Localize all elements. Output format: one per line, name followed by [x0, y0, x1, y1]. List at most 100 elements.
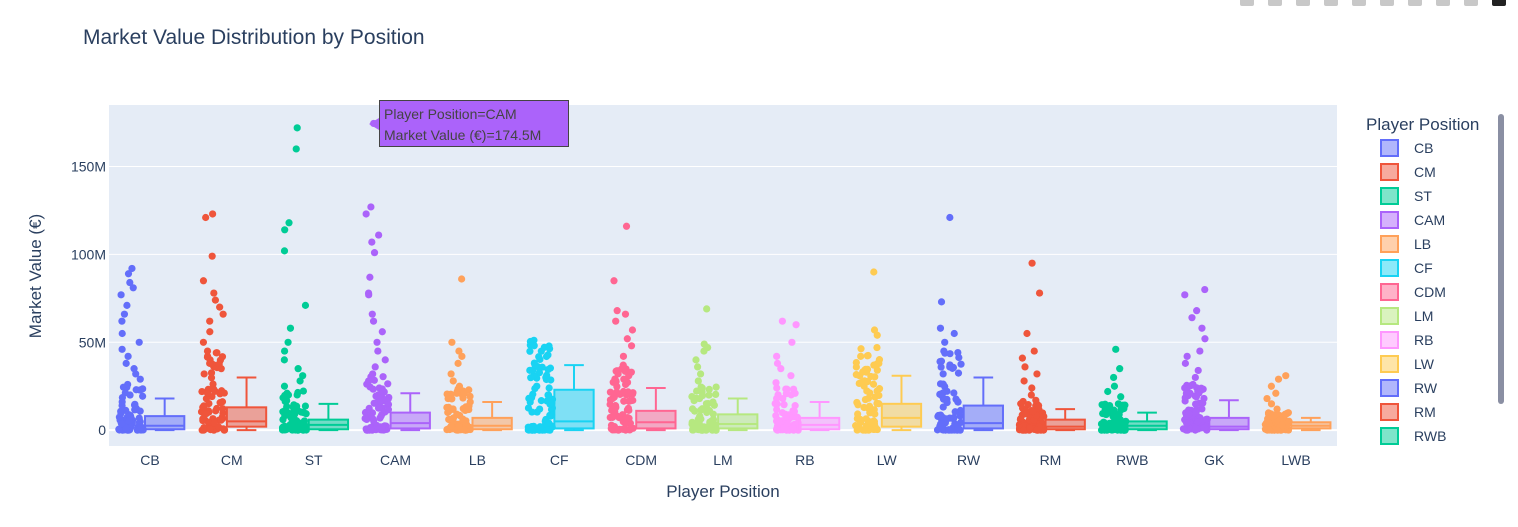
data-point	[542, 352, 551, 361]
data-point	[115, 425, 123, 433]
legend-item-rw[interactable]: RW	[1380, 379, 1438, 397]
data-point	[623, 335, 631, 343]
data-point	[368, 310, 376, 318]
data-point	[117, 420, 126, 428]
data-point	[791, 402, 799, 410]
data-point	[459, 405, 467, 413]
data-point	[365, 377, 373, 385]
data-point	[465, 386, 473, 394]
data-point	[852, 371, 860, 379]
data-point	[1272, 389, 1280, 397]
data-point	[612, 377, 620, 386]
box-body	[1044, 418, 1086, 431]
autoscale-icon[interactable]	[1436, 0, 1450, 6]
legend-item-cm[interactable]: CM	[1380, 163, 1436, 181]
data-point	[216, 399, 224, 407]
legend-item-rm[interactable]: RM	[1380, 403, 1436, 421]
zoom-in-icon[interactable]	[1380, 0, 1394, 6]
data-point	[945, 426, 953, 434]
data-point	[1195, 387, 1204, 396]
data-point	[1281, 410, 1289, 418]
data-point	[204, 418, 213, 426]
chart-marks[interactable]	[115, 119, 1332, 434]
legend-item-lb[interactable]: LB	[1380, 235, 1431, 253]
data-point	[537, 347, 545, 355]
legend-item-rb[interactable]: RB	[1380, 331, 1433, 349]
lasso-select-icon[interactable]	[1352, 0, 1366, 6]
data-point	[688, 405, 697, 413]
pan-icon[interactable]	[1296, 0, 1310, 6]
reset-axes-icon[interactable]	[1464, 0, 1478, 6]
data-point	[447, 370, 455, 378]
data-point	[1277, 416, 1285, 424]
data-point	[135, 414, 143, 422]
data-point	[458, 275, 466, 283]
data-point	[124, 270, 133, 278]
legend-item-lm[interactable]: LM	[1380, 307, 1433, 325]
legend-item-cam[interactable]: CAM	[1380, 211, 1445, 229]
data-point	[704, 422, 712, 431]
legend-item-cb[interactable]: CB	[1380, 139, 1433, 157]
data-point	[870, 361, 878, 369]
data-point	[544, 365, 552, 374]
data-point	[206, 425, 214, 433]
legend-item-rwb[interactable]: RWB	[1380, 427, 1446, 445]
data-point	[217, 416, 225, 424]
data-point	[283, 389, 291, 397]
data-point	[870, 417, 878, 425]
data-point	[615, 414, 623, 422]
data-point	[627, 368, 635, 376]
data-point	[854, 401, 862, 409]
x-tick-label: RW	[957, 452, 981, 468]
data-point	[280, 247, 289, 255]
y-tick-label: 100M	[71, 246, 106, 262]
legend-scrollbar[interactable]	[1498, 114, 1504, 404]
data-point	[466, 398, 474, 406]
data-point	[216, 303, 224, 311]
box-body	[962, 404, 1004, 430]
data-point	[374, 404, 383, 412]
data-point	[787, 372, 795, 380]
data-point	[620, 397, 628, 405]
data-point	[773, 405, 781, 414]
camera-icon[interactable]	[1240, 0, 1254, 6]
x-tick-label: LB	[469, 452, 486, 468]
data-point	[459, 415, 467, 423]
legend[interactable]: CB CM ST CAM LB CF CDM LM RB LW RW RM RWB	[1380, 139, 1446, 445]
data-point	[528, 408, 536, 416]
legend-item-st[interactable]: ST	[1380, 187, 1432, 205]
data-point	[531, 361, 539, 369]
series-lw	[852, 268, 923, 434]
data-point	[1264, 419, 1273, 427]
zoom-out-icon[interactable]	[1408, 0, 1422, 6]
data-point	[773, 359, 782, 367]
data-point	[130, 365, 138, 373]
data-point	[1201, 285, 1209, 294]
data-point	[294, 407, 302, 415]
legend-label: LW	[1414, 356, 1435, 372]
data-point	[448, 338, 456, 346]
series-rwb	[1097, 345, 1168, 434]
box-body	[717, 413, 759, 430]
data-point	[124, 352, 132, 360]
box-select-icon[interactable]	[1324, 0, 1338, 6]
legend-item-cf[interactable]: CF	[1380, 259, 1433, 277]
data-point	[294, 388, 302, 397]
data-point	[458, 352, 466, 360]
zoom-icon[interactable]	[1268, 0, 1282, 6]
data-point	[374, 347, 382, 355]
data-point	[1023, 329, 1031, 338]
data-point	[1194, 417, 1202, 426]
legend-item-cdm[interactable]: CDM	[1380, 283, 1446, 301]
data-point	[209, 210, 217, 218]
series-st	[278, 124, 350, 434]
series-cf	[524, 336, 595, 434]
data-point	[465, 405, 473, 414]
data-point	[873, 343, 881, 352]
plotly-logo-icon[interactable]	[1492, 0, 1506, 6]
y-tick-label: 0	[98, 422, 106, 438]
data-point	[1200, 424, 1208, 432]
legend-item-lw[interactable]: LW	[1380, 355, 1435, 373]
data-point	[284, 424, 293, 432]
data-point	[705, 385, 713, 394]
